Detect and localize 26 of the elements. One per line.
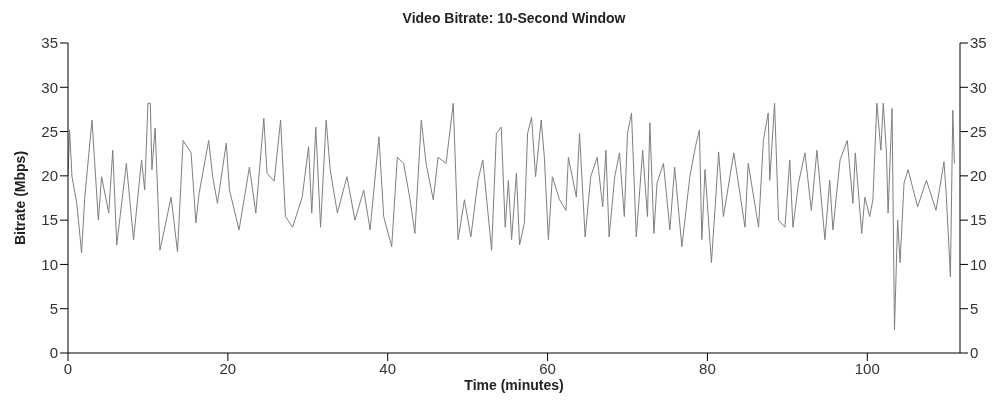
x-tick-label: 100	[854, 359, 880, 377]
x-tick-label: 40	[379, 359, 397, 377]
y2-tick-label: 35	[970, 34, 987, 52]
x-axis-title: Time (minutes)	[464, 377, 564, 393]
y-tick-label: 5	[49, 300, 58, 318]
y-tick-label: 35	[41, 34, 58, 52]
x-tick-label: 20	[219, 359, 237, 377]
y-tick-label: 25	[41, 122, 58, 140]
chart-title: Video Bitrate: 10-Second Window	[401, 10, 627, 26]
x-tick-label: 80	[699, 359, 716, 377]
y2-tick-label: 5	[970, 300, 979, 318]
line-series	[68, 102, 955, 331]
x-tick-label: 0	[63, 359, 73, 377]
y2-tick-label: 30	[970, 78, 987, 96]
y2-tick-label: 25	[970, 122, 987, 140]
y-tick-label: 10	[41, 255, 58, 273]
y2-tick-label: 20	[970, 167, 987, 185]
x-tick-label: 60	[539, 359, 556, 377]
y-tick-label: 20	[41, 167, 58, 185]
y-tick-label: 30	[41, 78, 58, 96]
y-tick-label: 0	[49, 344, 58, 362]
y2-tick-label: 0	[970, 344, 979, 362]
y-axis-title: Bitrate (Mbps)	[11, 150, 28, 246]
y2-tick-label: 10	[970, 255, 987, 273]
y2-tick-label: 15	[970, 211, 987, 229]
y-tick-label: 15	[41, 211, 58, 229]
